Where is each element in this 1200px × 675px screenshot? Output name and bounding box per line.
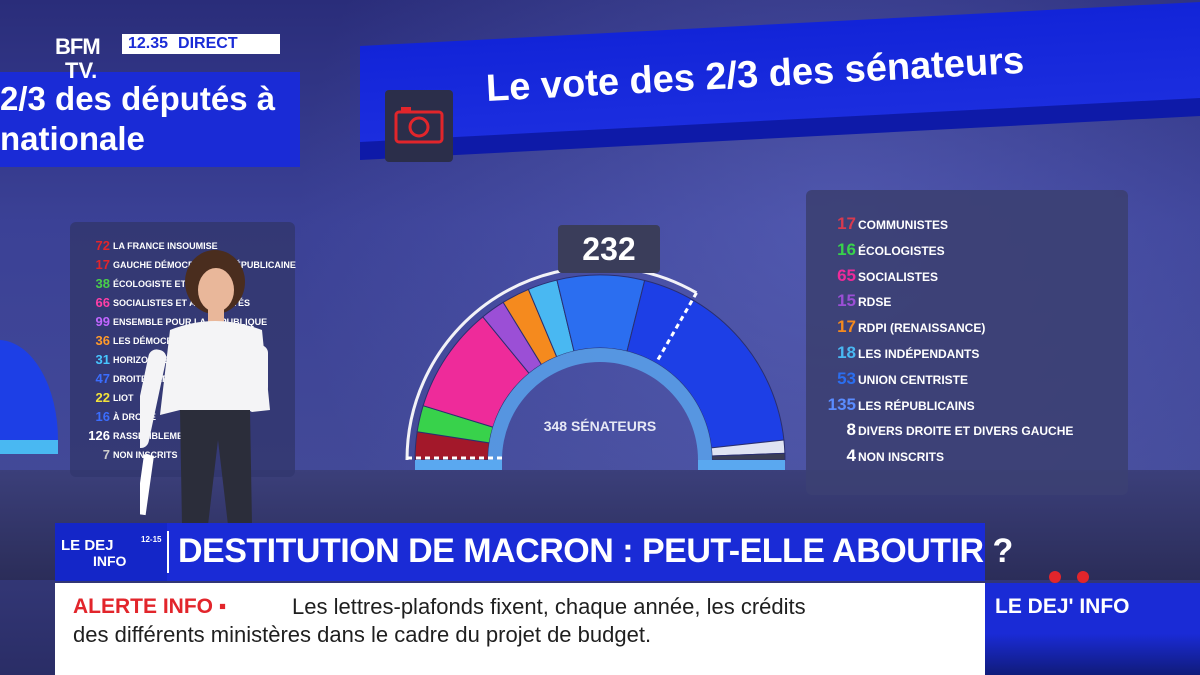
- senate-legend-count: 16: [837, 239, 856, 259]
- deputies-legend-row: 38 ÉCOLOGISTE ET SOCIAL: [88, 276, 223, 291]
- senate-legend-label: LES RÉPUBLICAINS: [858, 398, 975, 413]
- senate-legend-row: 15 RDSE: [824, 291, 891, 311]
- senate-legend-count: 4: [846, 446, 856, 466]
- senate-legend-label: COMMUNISTES: [858, 218, 948, 232]
- senate-legend-count: 18: [837, 343, 856, 362]
- live-badge: 12.35 DIRECT: [122, 34, 280, 54]
- deputies-legend-label: LA FRANCE INSOUMISE: [113, 240, 218, 251]
- deputies-legend-row: 16 À DROITE: [88, 409, 156, 424]
- deputies-legend-count: 22: [95, 390, 110, 405]
- deputies-legend-row: 99 ENSEMBLE POUR LA RÉPUBLIQUE: [88, 314, 268, 329]
- deputies-legend-label: LIOT: [113, 392, 134, 403]
- senate-legend-row: 17 RDPI (RENAISSANCE): [824, 317, 985, 337]
- show-logo-a: LE DEJ: [61, 537, 114, 554]
- deputies-legend-count: 7: [102, 447, 110, 462]
- senate-legend-label: RDPI (RENAISSANCE): [858, 321, 986, 336]
- red-dots-icon: [1049, 571, 1089, 583]
- deputies-legend-row: 36 LES DÉMOCRATES: [88, 333, 197, 348]
- senate-legend-count: 65: [837, 265, 856, 285]
- ticker-alert-label: ALERTE INFO ▪: [73, 595, 227, 618]
- senate-legend-label: RDSE: [858, 295, 892, 310]
- deputies-hemicycle-fragment: [0, 340, 59, 454]
- deputies-legend-label: LES DÉMOCRATES: [113, 335, 197, 346]
- hemicycle-base-right: [698, 460, 785, 470]
- hemicycle-base-left: [415, 460, 502, 470]
- senate-hemicycle-chart: [405, 265, 786, 470]
- deputies-legend-count: 16: [95, 409, 110, 424]
- headline-left-line1: 2/3 des députés à: [0, 80, 276, 117]
- live-time: 12.35: [128, 35, 169, 52]
- senate-legend-label: UNION CENTRISTE: [858, 372, 969, 387]
- logo-line1: BFM: [55, 34, 101, 59]
- deputies-legend-label: RASSEMBLEMENT NATIONAL: [113, 430, 244, 441]
- senate-legend-row: 135 LES RÉPUBLICAINS: [824, 395, 975, 415]
- deputies-legend-count: 38: [95, 276, 110, 291]
- senate-legend-count: 17: [837, 214, 856, 233]
- show-logo-b: INFO: [93, 553, 127, 569]
- headline-left-banner: 2/3 des députés à nationale: [0, 72, 300, 167]
- deputies-legend-count: 72: [95, 238, 110, 253]
- senate-legend-count: 17: [837, 317, 856, 337]
- headline-left-line2: nationale: [0, 120, 145, 157]
- deputies-legend-count: 126: [88, 428, 110, 443]
- deputies-legend-row: 66 SOCIALISTES ET APPARENTÉS: [88, 295, 251, 310]
- senate-legend-row: 8 DIVERS DROITE ET DIVERS GAUCHE: [824, 420, 1074, 440]
- camera-icon: [385, 90, 453, 162]
- show-logo-c: 12-15: [141, 535, 162, 544]
- lower-third-bar: [55, 523, 985, 581]
- senate-legend-count: 15: [837, 291, 856, 311]
- ticker-line1: Les lettres-plafonds fixent, chaque anné…: [292, 594, 806, 619]
- senate-legend-count: 8: [846, 420, 856, 440]
- senate-legend-label: SOCIALISTES: [858, 269, 939, 284]
- program-side-label: LE DEJ' INFO: [985, 583, 1200, 675]
- deputies-legend-label: À DROITE: [113, 411, 157, 422]
- threshold-value: 232: [558, 225, 660, 273]
- hemicycle-center-label: 348 SÉNATEURS: [543, 418, 657, 434]
- senate-legend-count: 135: [827, 394, 856, 414]
- deputies-legend-row: 22 LIOT: [88, 390, 134, 405]
- senate-legend-row: 17 COMMUNISTES: [824, 214, 948, 234]
- deputies-legend-count: 31: [95, 352, 110, 367]
- deputies-legend-row: 126 RASSEMBLEMENT NATIONAL: [88, 428, 243, 443]
- deputies-legend-label: SOCIALISTES ET APPARENTÉS: [113, 297, 251, 308]
- presenter: [140, 250, 270, 525]
- senate-legend-row: 18 LES INDÉPENDANTS: [824, 343, 979, 363]
- deputies-legend-count: 47: [95, 371, 110, 386]
- news-ticker: ALERTE INFO ▪ Les lettres-plafonds fixen…: [55, 583, 985, 675]
- deputies-legend-row: 72 LA FRANCE INSOUMISE: [88, 238, 218, 253]
- senate-legend-label: LES INDÉPENDANTS: [858, 347, 980, 361]
- live-label: DIRECT: [178, 35, 238, 52]
- senate-legend-row: 16 ÉCOLOGISTES: [824, 240, 945, 260]
- deputies-legend-count: 99: [95, 314, 110, 329]
- senate-legend-label: DIVERS DROITE ET DIVERS GAUCHE: [858, 424, 1074, 439]
- ticker-line2: des différents ministères dans le cadre …: [73, 622, 652, 647]
- program-side-label-text: LE DEJ' INFO: [995, 595, 1130, 618]
- senate-legend-row: 65 SOCIALISTES: [824, 266, 938, 286]
- lower-third-divider: [167, 531, 169, 573]
- deputies-legend-label: ÉCOLOGISTE ET SOCIAL: [113, 278, 223, 289]
- deputies-legend-count: 17: [95, 257, 110, 272]
- deputies-legend-count: 36: [95, 333, 110, 348]
- deputies-legend-count: 66: [95, 295, 110, 310]
- senate-legend-row: 4 NON INSCRITS: [824, 446, 944, 466]
- show-logo: LE DEJ INFO 12-15: [55, 523, 167, 581]
- deputies-legend-label: ENSEMBLE POUR LA RÉPUBLIQUE: [113, 316, 268, 327]
- senate-legend-count: 53: [837, 368, 856, 388]
- logo-line2: TV.: [65, 58, 98, 83]
- threshold-dashed-line: [654, 292, 698, 364]
- senate-legend-panel: 17 COMMUNISTES 16 ÉCOLOGISTES 65 SOCIALISTES 1…: [806, 190, 1128, 495]
- senate-legend-label: ÉCOLOGISTES: [858, 243, 945, 258]
- senate-legend-row: 53 UNION CENTRISTE: [824, 369, 968, 389]
- channel-logo: BFM TV.: [55, 34, 117, 84]
- senate-legend-label: NON INSCRITS: [858, 450, 945, 465]
- lower-third-title: DESTITUTION DE MACRON : PEUT-ELLE ABOUTI…: [178, 532, 1013, 570]
- hemicycle-inner-band: [488, 348, 712, 460]
